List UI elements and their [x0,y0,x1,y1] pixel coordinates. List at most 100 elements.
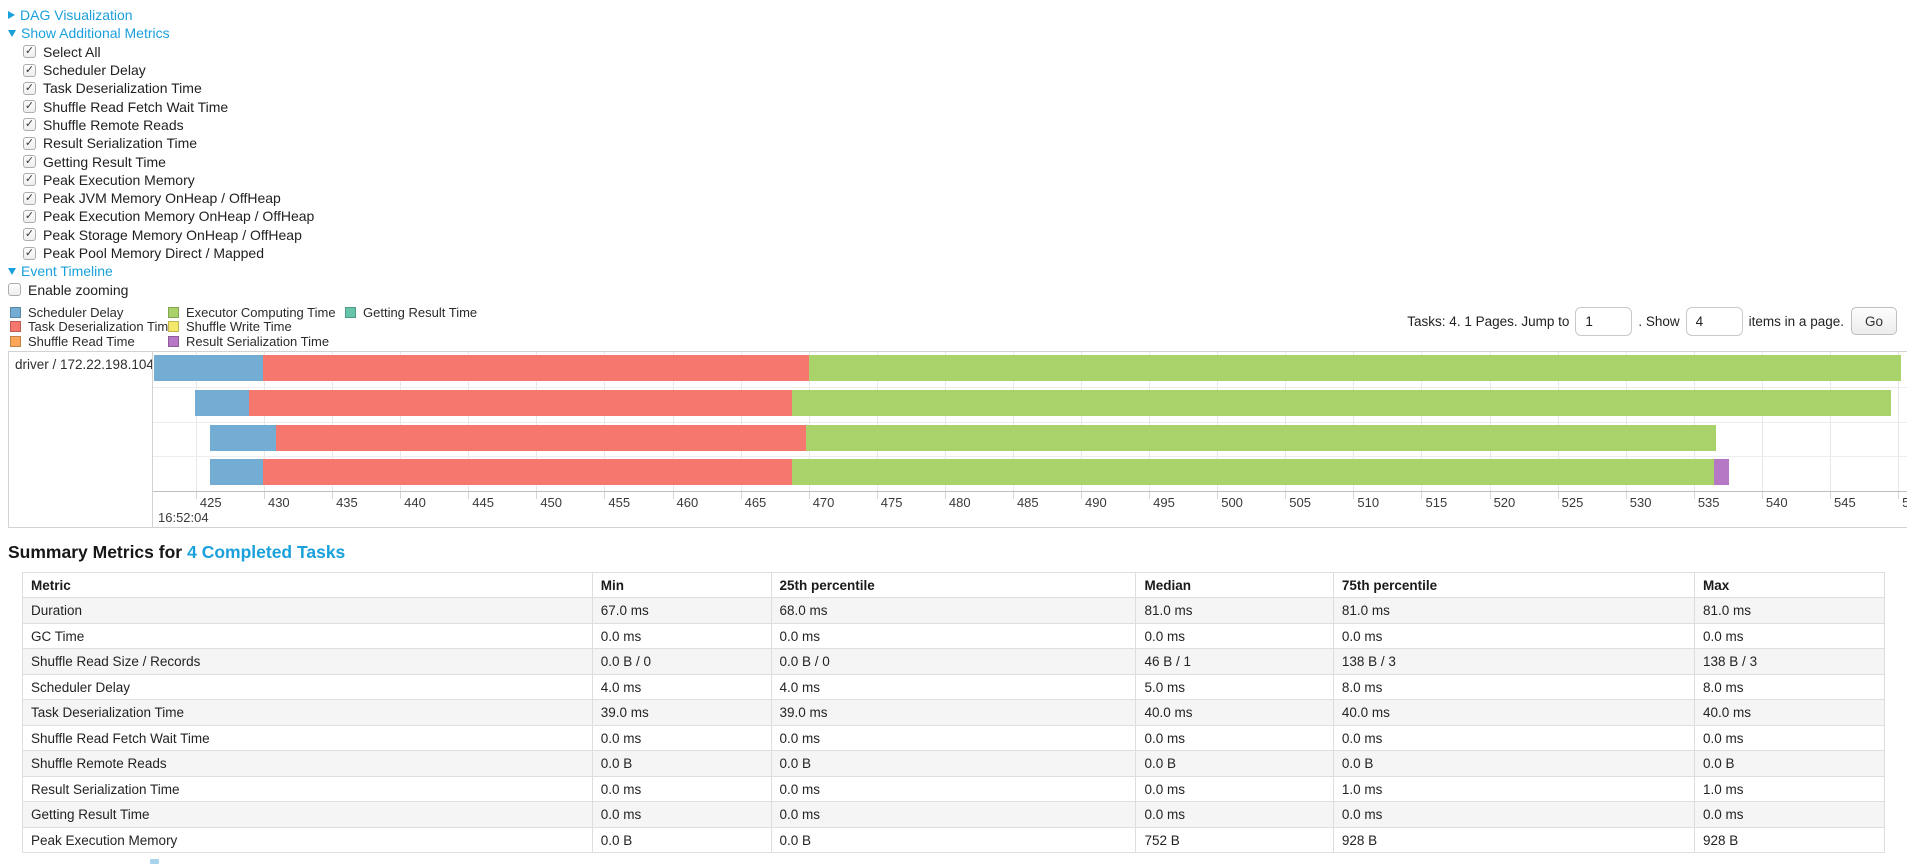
stage-controls: DAG Visualization Show Additional Metric… [0,0,1907,299]
timeline-bar-segment[interactable] [249,389,793,416]
timeline-grid-line [1217,351,1219,491]
dag-visualization-toggle[interactable]: DAG Visualization [8,7,133,23]
summary-metrics-heading: Summary Metrics for 4 Completed Tasks [8,542,1907,563]
timeline-grid-line [332,351,334,491]
metric-checkbox[interactable]: ✓ [23,209,36,223]
metric-checkbox-item: ✓ Peak JVM Memory OnHeap / OffHeap [23,189,1907,207]
summary-table-row: Shuffle Remote Reads 0.0 B 0.0 B 0.0 B 0.0 B… [22,750,1885,777]
timeline-bar-segment[interactable] [808,354,1901,381]
metric-checkbox[interactable]: ✓ [23,81,36,95]
enable-zooming-row: Enable zooming [8,280,1907,298]
metric-checkbox[interactable]: ✓ [23,228,36,242]
table-header-cell: Median [1135,571,1334,599]
chevron-down-icon [8,29,16,37]
page-size-input[interactable] [1685,306,1743,336]
timeline-grid-line [1285,351,1287,491]
metric-checkbox[interactable]: ✓ [23,246,36,260]
timeline-bar-segment[interactable] [1714,458,1730,485]
metric-checkbox-item: ✓ Shuffle Remote Reads [23,116,1907,134]
metric-checkbox-item: ✓ Scheduler Delay [23,61,1907,79]
show-additional-metrics-toggle[interactable]: Show Additional Metrics [8,25,170,41]
axis-tick-mark [1625,491,1627,499]
axis-tick-mark [672,491,674,499]
executor-label-column: driver / 172.22.198.104 [9,351,153,527]
metric-checkbox[interactable]: ✓ [23,191,36,205]
timeline-bar-segment[interactable] [194,389,249,416]
metric-checkbox-item: ✓ Peak Pool Memory Direct / Mapped [23,244,1907,262]
timeline-plot-area [153,351,1907,491]
axis-tick-label: 470 [812,494,835,510]
axis-tick-label: 500 [1221,494,1243,510]
axis-tick-label: 490 [1085,494,1107,510]
legend-label: Shuffle Read Time [28,333,135,349]
table-cell: 138 B / 3 [1694,648,1885,675]
axis-tick-mark [1830,491,1832,499]
axis-tick-mark [1898,491,1900,499]
timeline-bar-segment[interactable] [153,354,263,381]
table-cell: 752 B [1135,826,1334,854]
axis-tick-mark [740,491,742,499]
table-cell: Getting Result Time [22,801,593,828]
legend-label: Scheduler Delay [28,304,124,320]
timeline-bar-segment[interactable] [209,424,277,451]
axis-tick-label: 520 [1493,494,1516,510]
timeline-bar-segment[interactable] [262,354,809,381]
axis-tick-label: 450 [540,494,563,510]
metric-checkbox[interactable]: ✓ [23,100,36,114]
metric-checkbox-label: Task Deserialization Time [43,80,202,97]
timeline-bar-segment[interactable] [209,458,263,485]
table-cell: 0.0 B / 0 [770,648,1137,675]
dag-visualization-row: DAG Visualization [8,6,1907,24]
completed-tasks-link[interactable]: 4 Completed Tasks [187,541,346,562]
table-cell: 4.0 ms [591,673,772,701]
axis-tick-label: 430 [267,494,290,510]
axis-tick-label: 510 [1357,494,1380,510]
metric-checkbox[interactable]: ✓ [23,45,36,59]
axis-tick-mark [1761,491,1763,499]
metric-checkbox[interactable]: ✓ [23,118,36,132]
table-cell: 0.0 B [591,750,772,777]
metric-checkbox[interactable]: ✓ [23,173,36,187]
axis-tick-mark [876,491,878,499]
table-cell: Shuffle Read Size / Records [22,648,593,675]
summary-table-row: GC Time 0.0 ms 0.0 ms 0.0 ms 0.0 ms 0.0 ms [22,622,1885,650]
axis-tick-mark [468,491,470,499]
timeline-bar-segment[interactable] [792,458,1715,485]
table-header-cell: Max [1694,571,1885,599]
table-header-row: Metric Min 25th percentile Median 75th perce… [22,571,1885,599]
axis-tick-mark [604,491,606,499]
metric-checkbox-item: ✓ Result Serialization Time [23,134,1907,152]
legend-and-pagination-bar: Scheduler Delay Task Deserialization Time… [10,304,1897,349]
metric-checkbox[interactable]: ✓ [23,155,36,169]
timeline-grid-line [1830,351,1832,491]
timeline-bar-segment[interactable] [262,458,793,485]
timeline-bar-segment[interactable] [805,424,1716,451]
summary-table-row: Task Deserialization Time 39.0 ms 39.0 ms 4… [22,699,1885,726]
metric-checkbox[interactable]: ✓ [23,136,36,150]
table-cell: 0.0 ms [1332,724,1696,752]
go-button[interactable]: Go [1850,307,1897,336]
metric-checkbox[interactable]: ✓ [23,63,36,77]
table-header-cell: 25th percentile [770,571,1137,599]
legend-item: Scheduler Delay [10,305,168,320]
timeline-grid-line [195,351,197,491]
axis-tick-label: 535 [1697,494,1720,510]
table-header-cell: Min [591,571,772,599]
timeline-grid-line [1761,351,1763,491]
metric-checkbox-label: Peak JVM Memory OnHeap / OffHeap [43,190,281,207]
table-cell: 0.0 ms [591,622,772,650]
jump-to-page-input[interactable] [1575,306,1633,336]
axis-line [9,490,1907,492]
timeline-grid-line [468,351,470,491]
table-header-cell: Metric [22,571,593,599]
check-icon: ✓ [24,246,35,259]
timeline-bar-segment[interactable] [792,389,1892,416]
timeline-grid-line [1012,351,1014,491]
enable-zooming-checkbox[interactable] [8,283,21,297]
event-timeline-row: Event Timeline [8,262,1907,280]
summary-table-row: Result Serialization Time 0.0 ms 0.0 ms 0.0… [22,775,1885,803]
event-timeline-toggle[interactable]: Event Timeline [8,263,113,279]
timeline-bar-segment[interactable] [276,424,806,451]
table-cell: 0.0 ms [1694,622,1885,650]
summary-metrics-title: Summary Metrics for [8,541,183,562]
